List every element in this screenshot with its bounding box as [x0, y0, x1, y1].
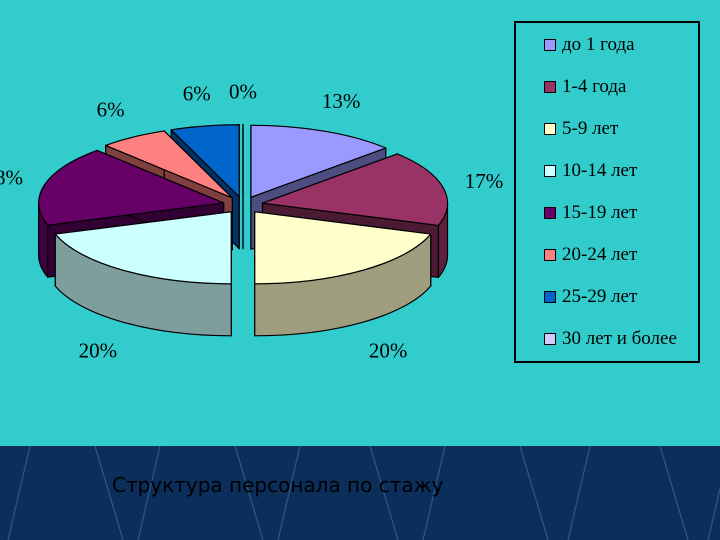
data-label: 20% [369, 339, 408, 363]
legend-swatch [544, 333, 556, 345]
legend-item: 15-19 лет [544, 201, 637, 225]
legend-item: 10-14 лет [544, 159, 637, 183]
slide-footer [0, 446, 720, 540]
legend-label: 15-19 лет [562, 202, 638, 223]
legend-label: до 1 года [562, 34, 635, 55]
data-label: 18% [0, 166, 23, 190]
data-labels: 13% 17% 20% 20% 18% 6% 6% 0% [0, 80, 503, 363]
pie-slice [254, 211, 432, 337]
pie-slice [54, 211, 232, 337]
footer-line [567, 446, 591, 540]
legend-item: до 1 года [544, 33, 635, 57]
legend-label: 25-29 лет [562, 286, 638, 307]
footer-line [659, 446, 689, 540]
data-label: 17% [465, 169, 504, 193]
legend-swatch [544, 39, 556, 51]
pie-slices [38, 124, 449, 337]
legend-item: 30 лет и более [544, 327, 677, 351]
chart-legend: до 1 года 1-4 года 5-9 лет 10-14 лет 15-19 л… [514, 21, 700, 363]
legend-label: 20-24 лет [562, 244, 638, 265]
legend-item: 20-24 лет [544, 243, 637, 267]
legend-label: 30 лет и более [562, 328, 677, 349]
footer-line [422, 446, 446, 540]
footer-line [277, 446, 301, 540]
legend-label: 5-9 лет [562, 118, 619, 139]
footer-line [7, 446, 31, 540]
legend-swatch [544, 291, 556, 303]
legend-swatch [544, 123, 556, 135]
footer-line [519, 446, 549, 540]
legend-swatch [544, 249, 556, 261]
legend-item: 1-4 года [544, 75, 626, 99]
slide-caption: Структура персонала по стажу [112, 473, 444, 497]
data-label: 0% [229, 80, 257, 104]
footer-line [369, 446, 399, 540]
legend-swatch [544, 207, 556, 219]
data-label: 20% [79, 339, 118, 363]
footer-decoration [7, 446, 720, 540]
data-label: 6% [97, 97, 125, 121]
data-label: 6% [183, 82, 211, 106]
legend-label: 1-4 года [562, 76, 627, 97]
legend-swatch [544, 165, 556, 177]
footer-line [707, 486, 720, 540]
data-label: 13% [322, 89, 361, 113]
legend-swatch [544, 81, 556, 93]
footer-line [234, 446, 264, 540]
footer-line [94, 446, 124, 540]
footer-line [137, 446, 161, 540]
legend-item: 5-9 лет [544, 117, 618, 141]
legend-item: 25-29 лет [544, 285, 637, 309]
legend-label: 10-14 лет [562, 160, 638, 181]
